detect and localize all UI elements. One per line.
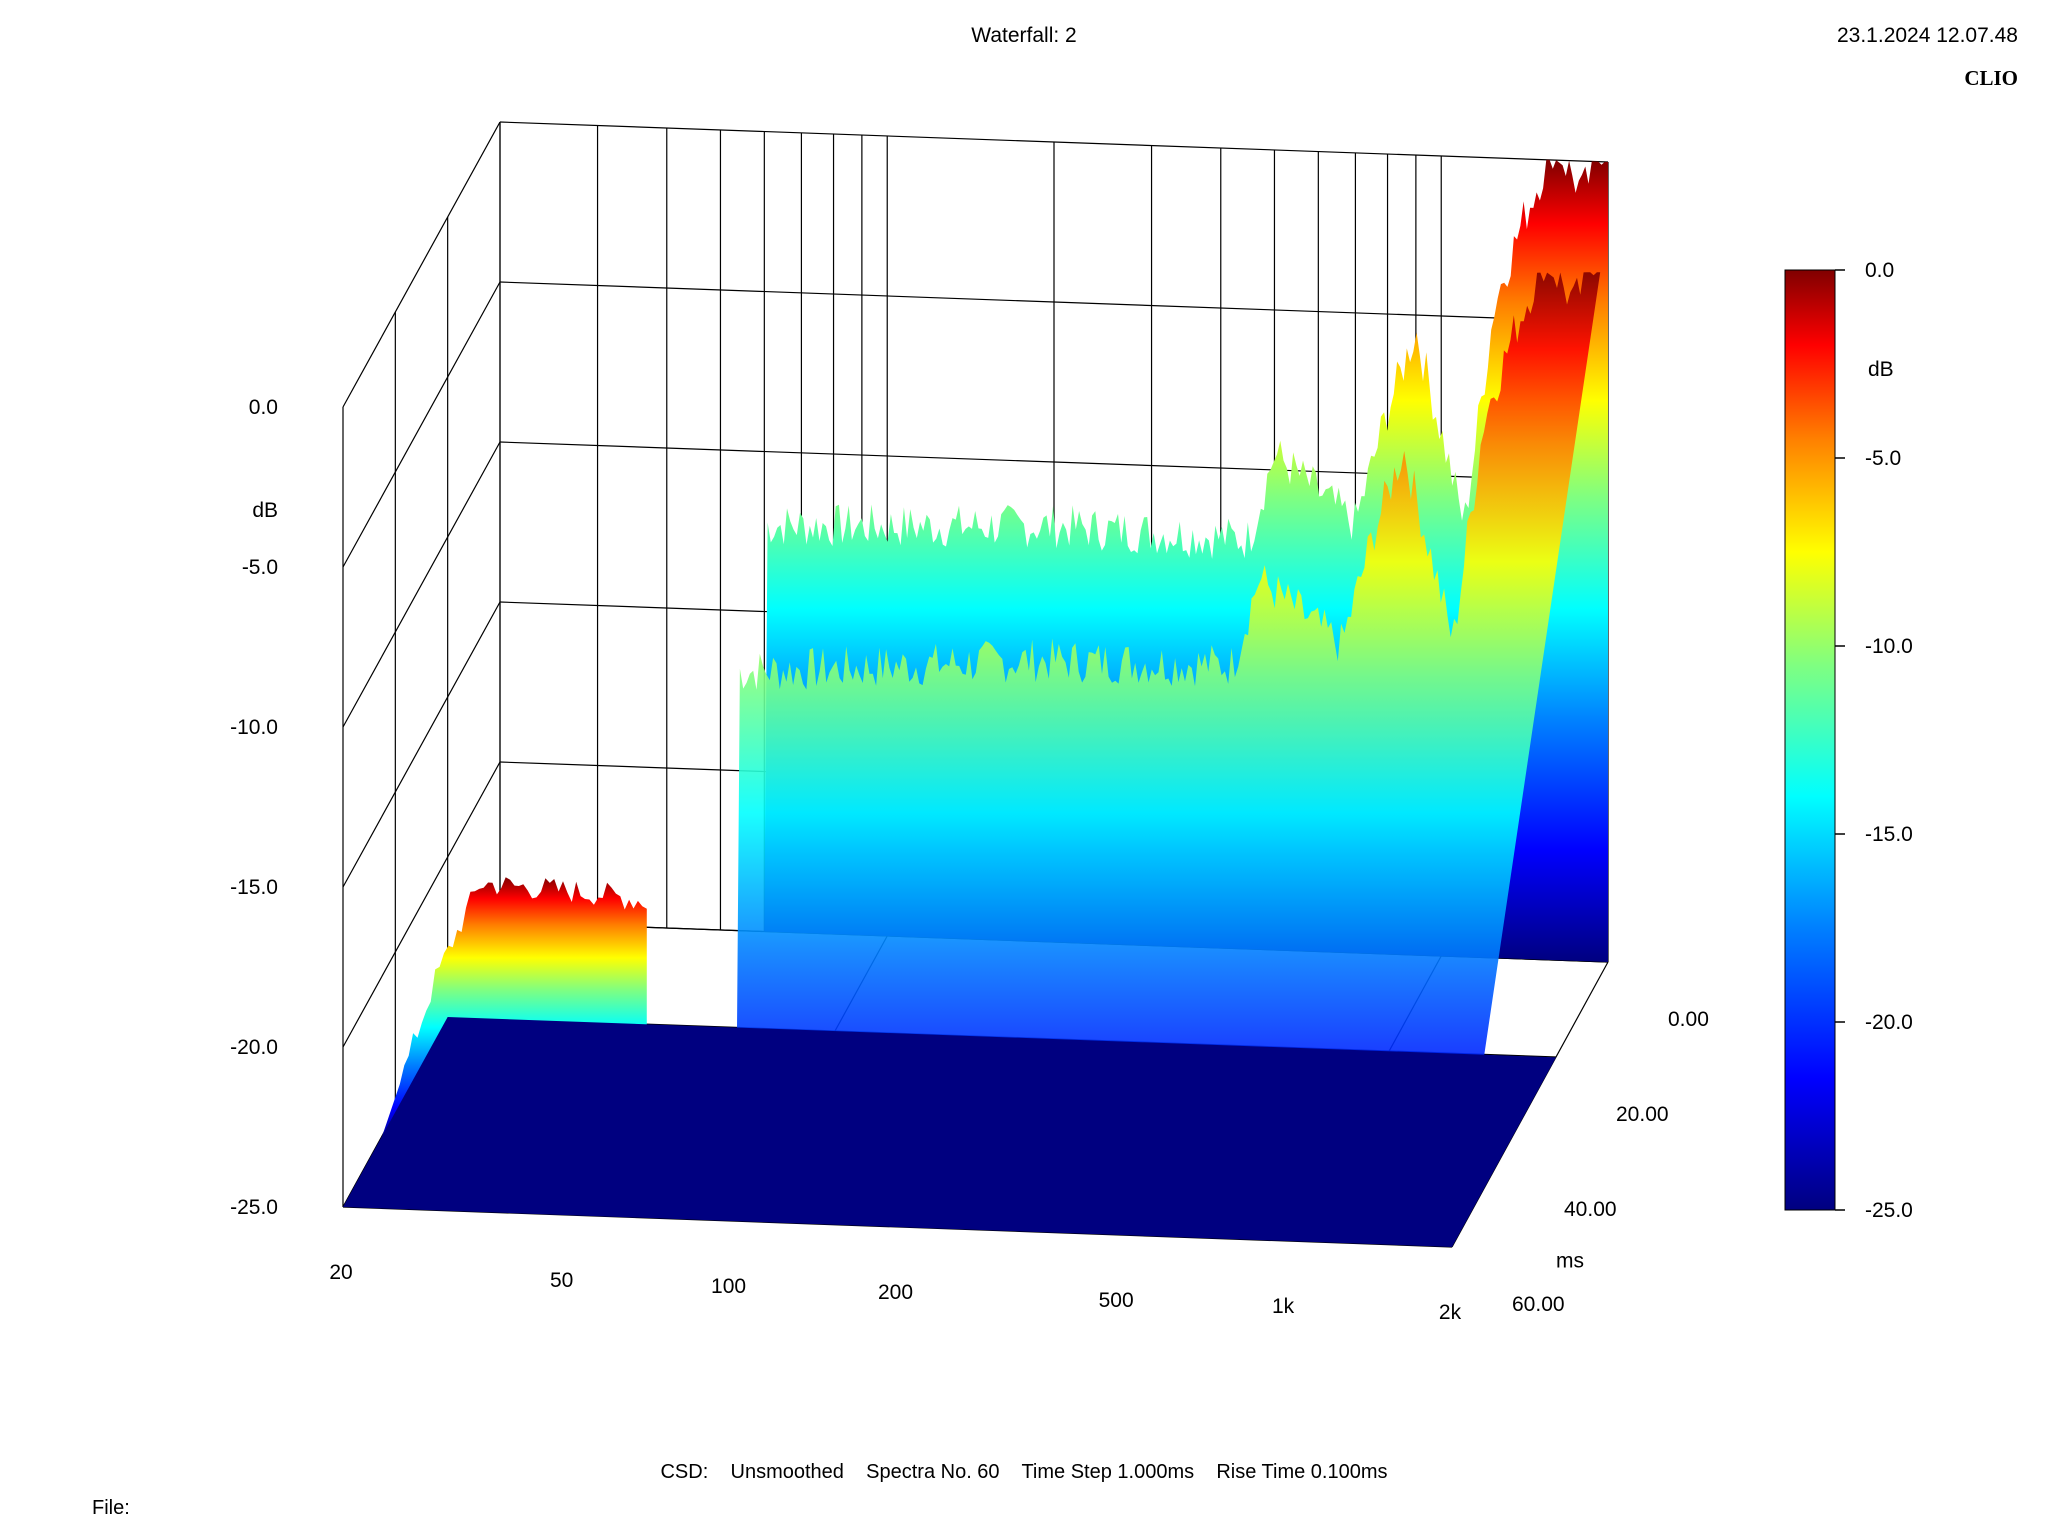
z-tick-label: -10.0 [230,716,278,739]
footer-csd-info: CSD: Unsmoothed Spectra No. 60 Time Step… [0,1461,2048,1484]
datetime: 23.1.2024 12.07.48 [1836,24,2018,47]
freq-tick-label: 500 [1099,1289,1134,1312]
freq-tick-label: 50 [550,1269,573,1292]
time-tick-label: 60.00 [1512,1293,1565,1316]
colorbar-tick-label: -10.0 [1865,635,1913,658]
colorbar-tick-label: -20.0 [1865,1011,1913,1034]
brand-logo: CLIO [1964,66,2018,90]
surface-floor [343,1017,1556,1247]
time-tick-label: 40.00 [1564,1198,1617,1221]
colorbar-tick-label: -5.0 [1865,447,1901,470]
time-axis-unit: ms [1556,1250,1584,1273]
time-tick-label: 0.00 [1668,1008,1709,1031]
side-wall-hline [342,121,501,408]
freq-tick-label: 20 [329,1261,352,1284]
csd-label: CSD: [660,1461,709,1483]
z-tick-label: -15.0 [230,876,278,899]
freq-tick-label: 2k [1439,1301,1462,1324]
time-tick-label: 20.00 [1616,1103,1669,1126]
smoothing-value: Unsmoothed [730,1461,844,1483]
z-tick-label: -25.0 [230,1196,278,1219]
colorbar-tick-label: -15.0 [1865,823,1913,846]
side-wall-hline [342,601,501,888]
spectra-count: Spectra No. 60 [866,1461,1000,1483]
side-wall-hline [342,281,501,568]
z-axis-unit: dB [252,499,278,522]
time-step: Time Step 1.000ms [1021,1461,1195,1483]
file-label: File: [92,1497,130,1519]
colorbar-tick-label: 0.0 [1865,259,1894,282]
chart-title: Waterfall: 2 [971,24,1077,47]
surface-decay-body [612,272,1601,1238]
freq-tick-label: 1k [1272,1295,1295,1318]
colorbar-tick-label: -25.0 [1865,1199,1913,1222]
z-tick-label: 0.0 [249,396,278,419]
colorbar: 0.0 -5.0 -10.0 -15.0 -20.0 -25.0 dB [1784,259,1913,1222]
colorbar-unit: dB [1868,358,1894,381]
freq-tick-label: 100 [711,1275,746,1298]
rise-time: Rise Time 0.100ms [1216,1461,1388,1483]
side-wall-hline [342,761,501,1048]
freq-tick-label: 200 [878,1281,913,1304]
axis-labels: 0.0 -5.0 -10.0 -15.0 -20.0 -25.0 dB 20 50 100 200 5… [230,396,1709,1324]
waterfall-surface [343,159,1608,1247]
side-wall-hline [342,441,501,728]
colorbar-gradient [1784,269,1836,1211]
z-tick-label: -5.0 [242,556,278,579]
z-tick-label: -20.0 [230,1036,278,1059]
